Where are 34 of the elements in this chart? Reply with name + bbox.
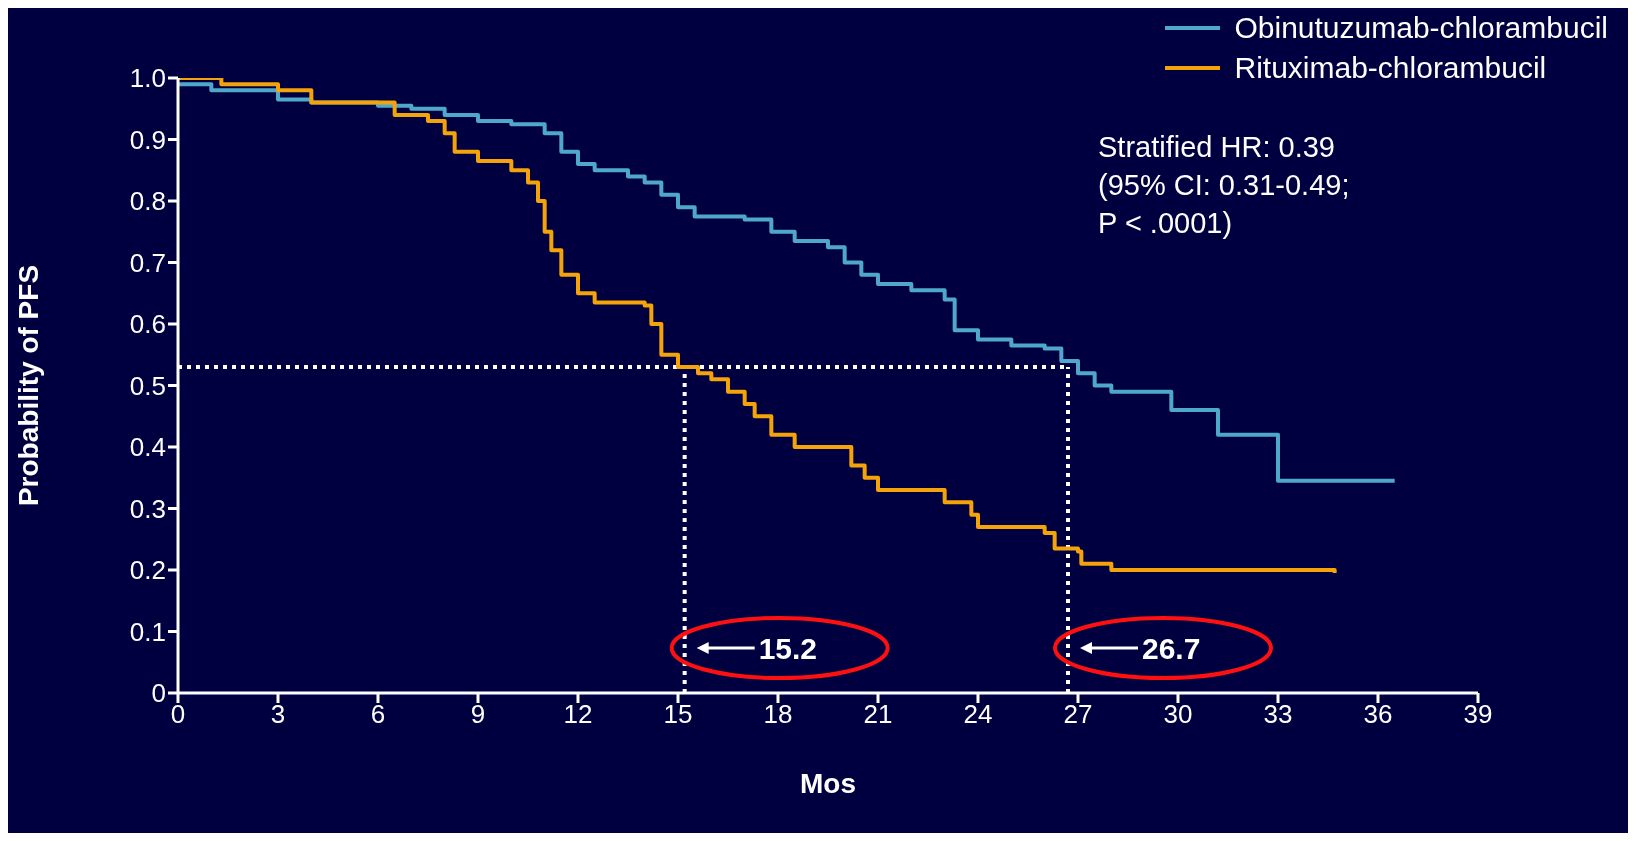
legend-label: Rituximab-chlorambucil xyxy=(1234,51,1547,85)
annotation: (95% CI: 0.31-0.49; xyxy=(1098,168,1350,203)
annotation: Stratified HR: 0.39 xyxy=(1098,130,1336,165)
x-tick-label: 3 xyxy=(270,699,286,730)
x-tick-label: 39 xyxy=(1463,699,1493,730)
y-tick-label: 0.6 xyxy=(129,309,166,340)
y-tick-label: 0.7 xyxy=(129,247,166,278)
x-tick-label: 30 xyxy=(1163,699,1193,730)
x-tick-label: 36 xyxy=(1363,699,1393,730)
x-tick-label: 9 xyxy=(470,699,486,730)
y-tick-label: 0.4 xyxy=(129,432,166,463)
y-tick-label: 1.0 xyxy=(129,63,166,94)
ref-line-label: 15.2 xyxy=(758,632,818,665)
ref-line-label: 26.7 xyxy=(1142,632,1201,665)
x-tick-label: 6 xyxy=(370,699,386,730)
x-tick-label: 27 xyxy=(1063,699,1093,730)
x-tick-label: 33 xyxy=(1263,699,1293,730)
y-tick-label: 0.3 xyxy=(129,493,166,524)
y-tick-label: 0 xyxy=(151,678,166,709)
x-axis-title: Mos xyxy=(800,768,856,799)
x-tick-label: 12 xyxy=(563,699,593,730)
y-tick-label: 0.9 xyxy=(129,124,166,155)
legend-label: Obinutuzumab-chlorambucil xyxy=(1234,11,1608,45)
x-tick-label: 21 xyxy=(863,699,893,730)
x-tick-label: 15 xyxy=(663,699,693,730)
x-tick-label: 18 xyxy=(763,699,793,730)
y-tick-label: 0.1 xyxy=(129,616,166,647)
annotation: P < .0001) xyxy=(1098,206,1234,241)
x-tick-label: 24 xyxy=(963,699,993,730)
y-tick-label: 0.5 xyxy=(129,370,166,401)
y-axis-title: Probability of PFS xyxy=(12,264,44,507)
y-tick-label: 0.8 xyxy=(129,186,166,217)
y-tick-label: 0.2 xyxy=(129,555,166,586)
x-tick-label: 0 xyxy=(170,699,186,730)
